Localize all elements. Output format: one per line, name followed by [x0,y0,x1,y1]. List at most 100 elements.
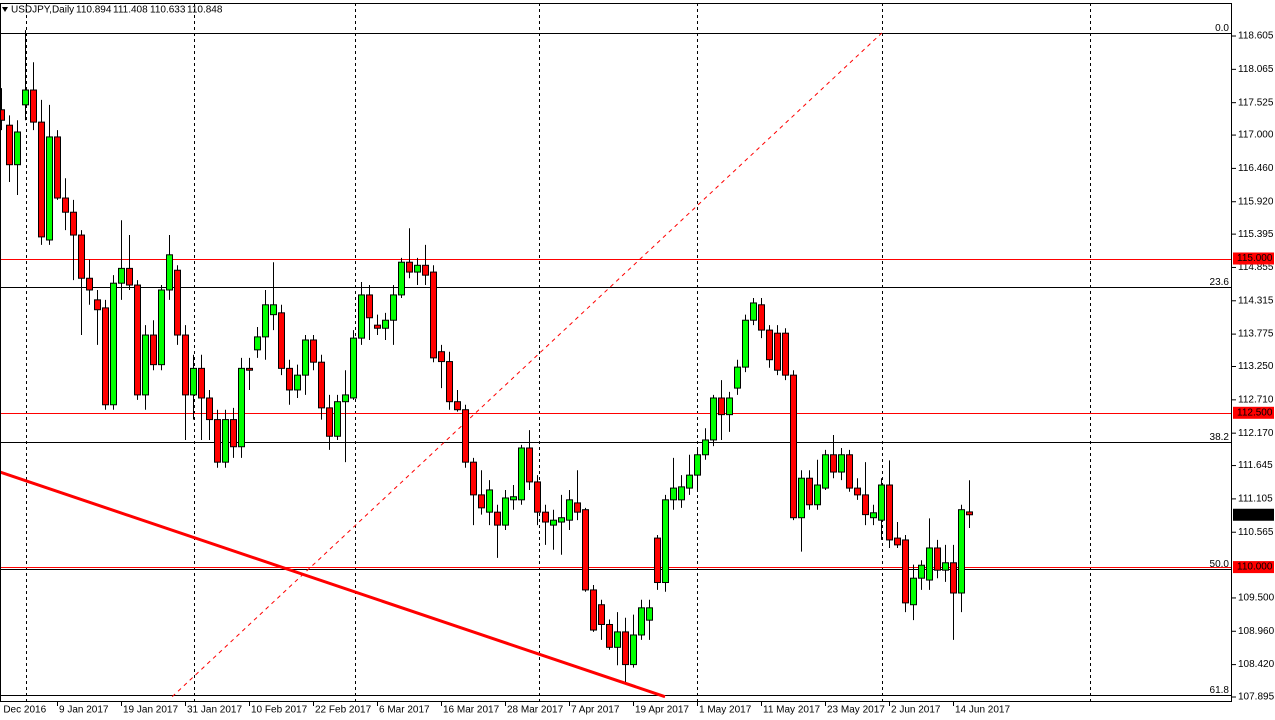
candle-body [518,447,525,501]
y-tick-label: 107.895 [1238,692,1275,703]
candle-body [566,499,573,521]
candle-body [38,121,45,238]
candle-body [950,562,957,594]
x-tick-label: 11 May 2017 [763,705,821,716]
candle-body [262,304,269,338]
candle-body [278,312,285,369]
candle-body [62,197,69,213]
candle-body [590,589,597,631]
level-price-box [1233,561,1274,574]
candle-body [750,302,757,321]
candle-body [958,509,965,594]
candle-body [678,486,685,501]
candle-body [446,361,453,403]
candle-body [110,282,117,406]
candle-body [342,394,349,403]
candle-body [254,336,261,351]
candle-body [486,489,493,513]
y-tick-label: 111.645 [1238,460,1273,471]
candle-body [438,351,445,363]
candle-body [310,339,317,363]
candle-body [366,294,373,319]
candle-body [326,407,333,437]
candle-body [582,509,589,591]
y-tick-label: 108.420 [1238,659,1275,670]
candle-body [150,334,157,366]
candle-body [462,409,469,463]
x-tick-label: 22 Feb 2017 [315,705,372,716]
y-tick-label: 118.065 [1238,64,1274,75]
candle-body [670,487,677,501]
candle-body [22,89,29,106]
candle-body [30,89,37,123]
x-tick-label: 1 May 2017 [699,705,752,716]
candle-body [886,484,893,541]
candle-body [86,277,93,291]
y-tick-label: 108.960 [1238,626,1275,637]
candle-body [382,319,389,329]
level-price-box [1233,252,1274,265]
plot-area [0,30,1232,699]
x-tick-label: 10 Feb 2017 [251,705,308,716]
candle-body [270,304,277,316]
current-price-label: 110.848 [1237,509,1273,520]
candle-body [702,439,709,456]
candle-body [358,294,365,339]
candle-body [502,497,509,526]
level-price-label: 110.000 [1237,562,1273,573]
candle-body [942,562,949,571]
y-tick-label: 113.775 [1238,329,1274,340]
candle-body [830,454,837,473]
y-tick-label: 117.000 [1238,130,1274,141]
menu-arrow[interactable] [2,7,8,12]
candle-body [550,519,557,526]
candle-body [934,547,941,571]
candle-body [782,332,789,376]
candle-body [966,511,973,516]
candle-body [206,397,213,421]
candle-body [118,267,125,284]
x-tick-label: 7 Apr 2017 [571,705,620,716]
candle-body [814,484,821,506]
candle-body [710,397,717,441]
y-tick-label: 112.170 [1238,428,1274,439]
y-tick-label: 118.605 [1238,31,1274,42]
candle-body [454,401,461,411]
candle-body [190,367,197,396]
x-tick-label: 9 Jan 2017 [59,705,109,716]
candle-body [574,502,581,513]
trend-line [171,32,883,698]
x-tick-label: 31 Jan 2017 [187,705,242,716]
candle-body [398,261,405,296]
x-tick-label: 14 Jun 2017 [955,705,1010,716]
x-tick-label: 23 May 2017 [827,705,885,716]
candle-body [862,494,869,516]
candle-body [302,339,309,376]
candle-body [598,604,605,625]
candle-body [286,367,293,391]
header-high: 111.408 [113,5,148,16]
x-tick-label: 19 Jan 2017 [123,705,178,716]
header-low: 110.633 [150,5,186,16]
candle-body [142,334,149,396]
candle-body [662,499,669,584]
candle-body [766,329,773,361]
candle-body [494,511,501,526]
candle-body [846,454,853,489]
candle-body [414,264,421,273]
candle-body [526,447,533,483]
candle-body [606,623,613,648]
candle-body [422,264,429,276]
header-open: 110.894 [76,5,112,16]
candle-body [774,332,781,371]
candle-body [790,374,797,519]
candle-body [294,374,301,391]
candle-body [0,109,5,121]
candle-body [510,496,517,501]
candle-body [870,512,877,519]
current-price-box [1233,508,1274,521]
candle-body [718,397,725,416]
y-tick-label: 112.710 [1238,394,1274,405]
